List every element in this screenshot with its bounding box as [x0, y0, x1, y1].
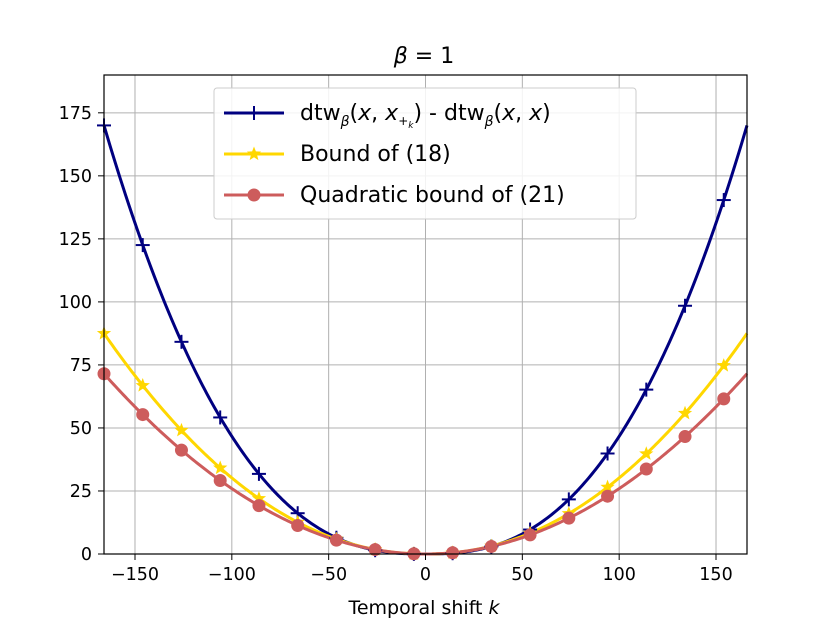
- star-marker: [174, 422, 189, 437]
- y-tick-label: 25: [70, 482, 92, 502]
- plus-marker: [561, 492, 576, 507]
- plus-marker: [716, 193, 731, 208]
- legend-1-x3: x: [501, 101, 516, 126]
- circle-marker: [678, 430, 692, 444]
- legend: dtwβ(x, x+k) - dtwβ(x, x) Bound of (18) …: [213, 87, 637, 220]
- y-tick-label: 125: [59, 230, 92, 250]
- title-rest: = 1: [408, 44, 454, 69]
- y-tick-label: 150: [59, 167, 92, 187]
- legend-1-sep: ,: [371, 101, 385, 126]
- circle-marker: [291, 519, 305, 533]
- plus-marker: [639, 382, 654, 397]
- title-beta: β: [393, 44, 408, 69]
- y-tick-label: 100: [59, 293, 92, 313]
- legend-1-x2: x: [384, 101, 399, 126]
- x-tick-label: 0: [420, 565, 431, 585]
- plus-marker: [135, 238, 150, 253]
- star-marker: [639, 446, 654, 460]
- legend-box: [213, 87, 637, 220]
- legend-entry-2-label: Bound of (18): [300, 142, 451, 167]
- legend-1-x: x: [357, 101, 372, 126]
- circle-marker: [247, 188, 261, 202]
- legend-1-sub-beta2: β: [484, 114, 494, 130]
- axis-ticks: −150 −100 −50 0 50 100 150 0 25 50 75 100 125 150 175: [59, 104, 733, 585]
- circle-marker: [562, 511, 576, 525]
- star-marker: [213, 460, 228, 475]
- x-tick-label: −150: [111, 565, 159, 585]
- legend-1-k: k: [408, 121, 414, 131]
- x-axis-label: Temporal shift k: [347, 597, 500, 619]
- x-tick-label: 50: [511, 565, 533, 585]
- circle-marker: [329, 533, 343, 547]
- x-tick-label: −50: [310, 565, 347, 585]
- legend-1-dtw: dtw: [300, 101, 341, 126]
- star-marker: [600, 479, 615, 494]
- star-marker: [251, 491, 267, 505]
- star-marker: [677, 405, 693, 420]
- x-axis-label-var: k: [489, 597, 501, 619]
- x-tick-label: −100: [208, 565, 256, 585]
- x-axis-label-text: Temporal shift: [347, 597, 488, 619]
- circle-marker: [601, 489, 615, 503]
- circle-marker: [136, 408, 150, 422]
- star-marker: [135, 378, 150, 392]
- chart-title: β = 1: [393, 44, 454, 69]
- y-tick-label: 0: [81, 545, 92, 565]
- plus-marker: [247, 106, 261, 120]
- circle-marker: [639, 462, 653, 476]
- star-marker: [716, 358, 731, 372]
- legend-1-plus: +: [398, 114, 408, 128]
- legend-1-close: ) - dtw: [413, 101, 484, 126]
- circle-marker: [252, 499, 266, 513]
- plus-marker: [678, 298, 693, 313]
- legend-1-open2: (: [494, 101, 503, 126]
- legend-1-close2: ): [542, 101, 551, 126]
- series-markers: [96, 118, 731, 561]
- legend-1-x4: x: [528, 101, 543, 126]
- legend-samples: [224, 106, 284, 202]
- legend-1-sep2: ,: [515, 101, 529, 126]
- y-tick-label: 75: [70, 356, 92, 376]
- circle-marker: [368, 543, 382, 557]
- circle-marker: [717, 392, 731, 406]
- circle-marker: [213, 474, 227, 488]
- x-tick-label: 100: [602, 565, 635, 585]
- circle-marker: [174, 443, 188, 457]
- plus-marker: [213, 410, 228, 425]
- star-marker: [246, 146, 262, 161]
- legend-1-sub-beta: β: [340, 114, 350, 130]
- plus-marker: [174, 334, 189, 349]
- legend-1-open: (: [350, 101, 359, 126]
- circle-marker: [523, 528, 537, 542]
- circle-marker: [484, 539, 498, 553]
- legend-entry-3-label: Quadratic bound of (21): [300, 183, 565, 208]
- plus-marker: [600, 446, 615, 461]
- y-tick-label: 50: [70, 419, 92, 439]
- x-tick-label: 150: [699, 565, 732, 585]
- plus-marker: [251, 466, 266, 481]
- y-tick-label: 175: [59, 104, 92, 124]
- circle-marker: [446, 546, 460, 560]
- legend-entry-1-label: dtwβ(x, x+k) - dtwβ(x, x): [300, 101, 551, 131]
